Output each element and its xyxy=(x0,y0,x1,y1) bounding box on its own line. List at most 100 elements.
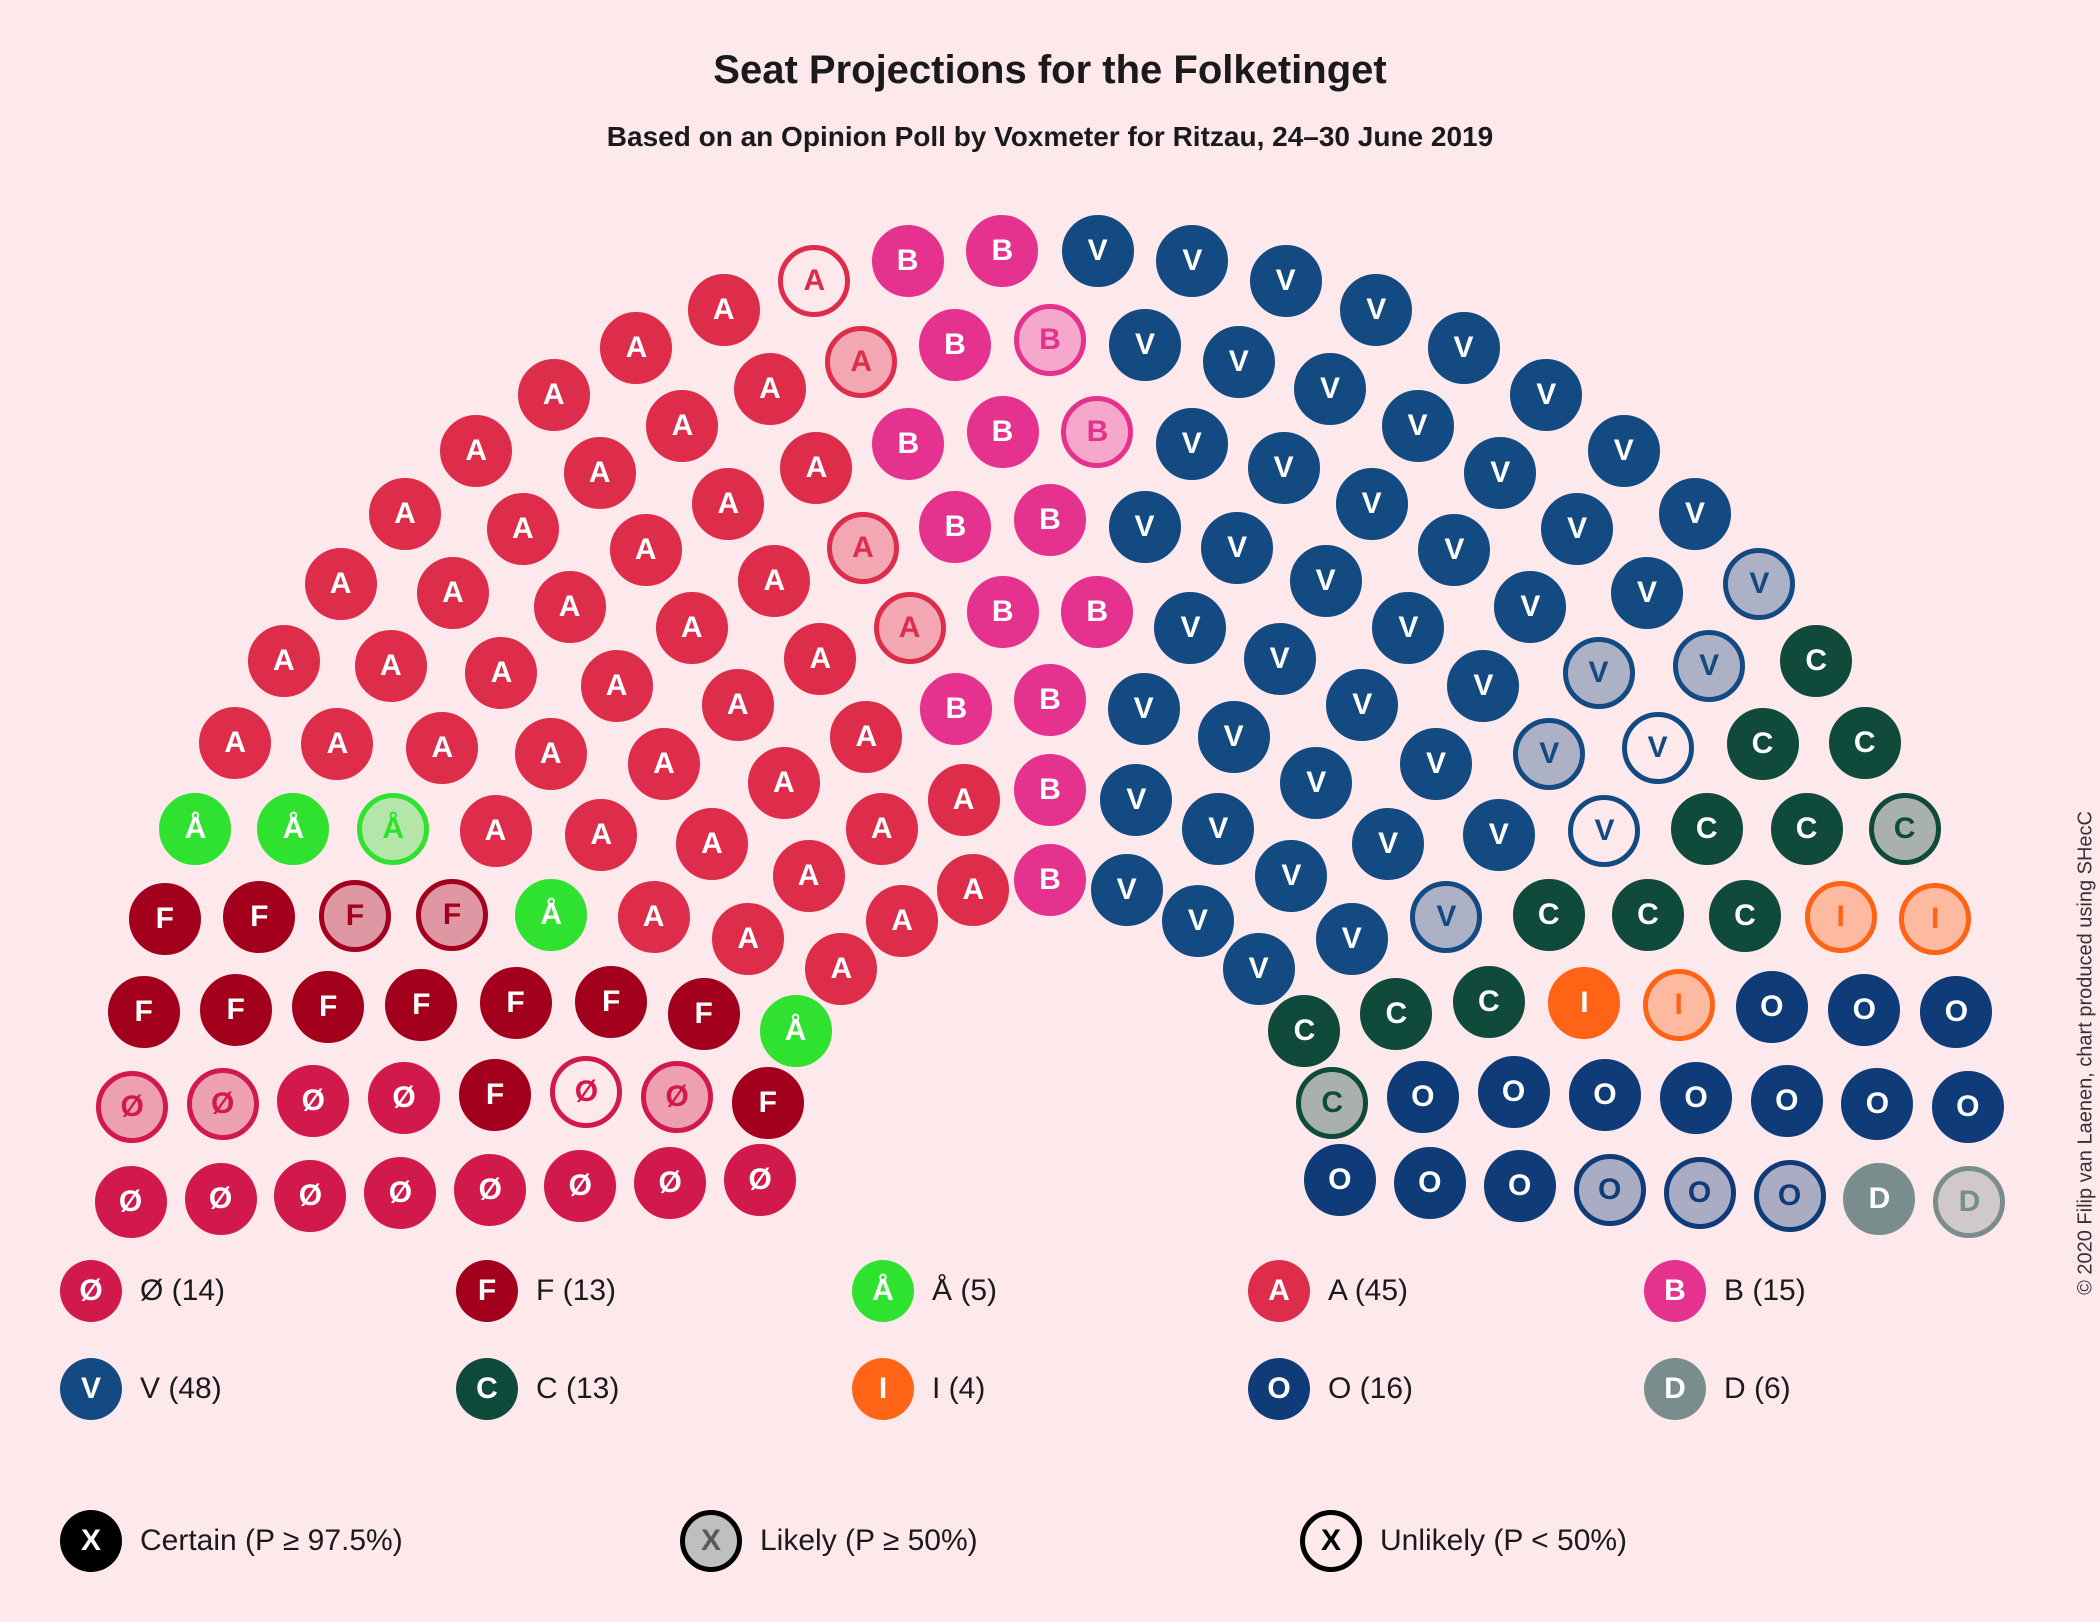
seat: Ø xyxy=(550,1056,622,1128)
seat: V xyxy=(1223,933,1295,1005)
seat: A xyxy=(780,432,852,504)
seat: I xyxy=(1548,967,1620,1039)
seat: A xyxy=(301,708,373,780)
seat: V xyxy=(1182,793,1254,865)
seat: O xyxy=(1478,1056,1550,1128)
legend-swatch: O xyxy=(1248,1358,1310,1420)
legend-label: Å (5) xyxy=(932,1274,997,1308)
seat: A xyxy=(515,718,587,790)
legend-label: C (13) xyxy=(536,1372,619,1406)
seat: A xyxy=(846,793,918,865)
seat: V xyxy=(1109,491,1181,563)
seat: V xyxy=(1382,390,1454,462)
seat: A xyxy=(305,548,377,620)
legend-item-C: CC (13) xyxy=(456,1358,852,1420)
seat: A xyxy=(646,390,718,462)
legend-label: I (4) xyxy=(932,1372,985,1406)
seat: V xyxy=(1108,673,1180,745)
seat: F xyxy=(416,879,488,951)
seat: A xyxy=(628,728,700,800)
seat: V xyxy=(1203,326,1275,398)
legend-item-V: VV (48) xyxy=(60,1358,456,1420)
seat: A xyxy=(712,903,784,975)
legend-swatch: A xyxy=(1248,1260,1310,1322)
seat: B xyxy=(967,396,1039,468)
legend-label: D (6) xyxy=(1724,1372,1791,1406)
seat: B xyxy=(919,491,991,563)
seat: A xyxy=(676,808,748,880)
seat: A xyxy=(600,312,672,384)
seat: O xyxy=(1304,1144,1376,1216)
seat: A xyxy=(618,881,690,953)
seat: A xyxy=(417,557,489,629)
seat: V xyxy=(1340,274,1412,346)
seat: Ø xyxy=(724,1144,796,1216)
seat: V xyxy=(1198,701,1270,773)
seat: V xyxy=(1463,799,1535,871)
seat: A xyxy=(805,933,877,1005)
seat: F xyxy=(200,974,272,1046)
seat: A xyxy=(874,592,946,664)
seat: V xyxy=(1611,557,1683,629)
hemicycle-chart: ØØØØØØØØØØØØØØFFFFFFFFFFFFFÅÅÅÅÅAAAAAAAA… xyxy=(0,170,2100,1170)
legend-swatch: Å xyxy=(852,1260,914,1322)
seat: A xyxy=(487,493,559,565)
seat: D xyxy=(1933,1166,2005,1238)
seat: A xyxy=(406,712,478,784)
legend-label: Ø (14) xyxy=(140,1274,225,1308)
seat: V xyxy=(1568,795,1640,867)
seat: A xyxy=(738,545,810,617)
seat: V xyxy=(1280,747,1352,819)
seat: O xyxy=(1828,974,1900,1046)
seat: A xyxy=(369,478,441,550)
seat: V xyxy=(1673,630,1745,702)
legend-item-D: D D (6) xyxy=(1644,1358,2040,1420)
seat: C xyxy=(1671,793,1743,865)
seat: O xyxy=(1751,1065,1823,1137)
legend-swatch: B xyxy=(1644,1260,1706,1322)
seat: A xyxy=(610,514,682,586)
seat: A xyxy=(702,669,774,741)
legend-swatch: D xyxy=(1644,1358,1706,1420)
seat: B xyxy=(1014,484,1086,556)
seat: O xyxy=(1569,1059,1641,1131)
legend-item-F: FF (13) xyxy=(456,1260,852,1322)
seat: V xyxy=(1326,669,1398,741)
seat: F xyxy=(575,966,647,1038)
seat: I xyxy=(1805,881,1877,953)
seat: B xyxy=(1014,754,1086,826)
seat: V xyxy=(1154,592,1226,664)
seat: A xyxy=(692,468,764,540)
seat: V xyxy=(1659,478,1731,550)
seat: O xyxy=(1841,1068,1913,1140)
legend-prob-label: Likely (P ≥ 50%) xyxy=(760,1524,978,1558)
seat: A xyxy=(866,885,938,957)
seat: A xyxy=(440,415,512,487)
seat: O xyxy=(1660,1062,1732,1134)
seat: V xyxy=(1494,571,1566,643)
seat: F xyxy=(480,967,552,1039)
seat: Ø xyxy=(95,1166,167,1238)
seat: V xyxy=(1723,548,1795,620)
seat: Å xyxy=(760,995,832,1067)
legend-row: ØØ (14)FF (13)ÅÅ (5)AA (45)BB (15) xyxy=(60,1260,2040,1322)
seat: B xyxy=(967,576,1039,648)
seat: I xyxy=(1899,883,1971,955)
seat: O xyxy=(1754,1160,1826,1232)
seat: B xyxy=(1014,304,1086,376)
seat: Ø xyxy=(454,1154,526,1226)
seat: A xyxy=(830,701,902,773)
seat: A xyxy=(565,799,637,871)
seat: V xyxy=(1336,468,1408,540)
seat: B xyxy=(966,215,1038,287)
legend-prob-label: Unlikely (P < 50%) xyxy=(1380,1524,1627,1558)
seat: F xyxy=(108,976,180,1048)
seat: O xyxy=(1574,1154,1646,1226)
seat: C xyxy=(1612,879,1684,951)
seat: A xyxy=(518,359,590,431)
seat: V xyxy=(1109,309,1181,381)
seat: V xyxy=(1156,225,1228,297)
seat: Å xyxy=(357,793,429,865)
seat: V xyxy=(1588,415,1660,487)
seat: B xyxy=(872,408,944,480)
